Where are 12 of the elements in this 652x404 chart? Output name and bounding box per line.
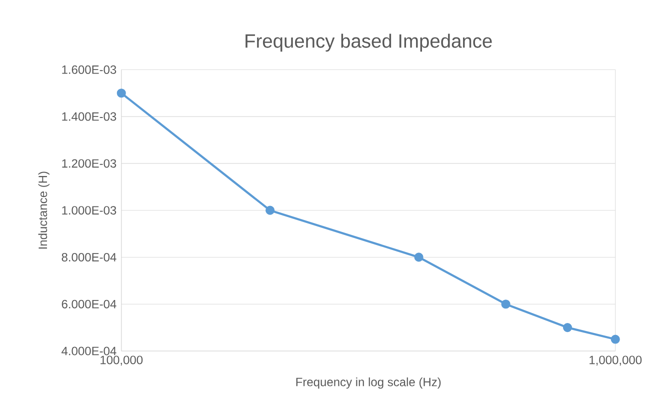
x-tick-label: 100,000 <box>100 356 143 366</box>
y-tick-label: 1.600E-03 <box>62 65 116 74</box>
y-tick-label: 1.400E-03 <box>62 112 116 121</box>
y-tick-label: 6.000E-04 <box>62 300 116 308</box>
chart-title: Frequency based Impedance <box>246 34 492 52</box>
y-tick-label: 8.000E-04 <box>62 252 116 262</box>
x-tick-label: 1,000,000 <box>590 356 642 366</box>
y-tick-label: 1.000E-03 <box>62 206 116 215</box>
y-tick-label: 1.200E-03 <box>62 159 116 168</box>
y-axis-title: Inductance (H) <box>38 172 50 249</box>
x-axis-title: Frequency in log scale (Hz) <box>296 377 441 389</box>
y-tick-label: 4.000E-04 <box>62 346 116 356</box>
